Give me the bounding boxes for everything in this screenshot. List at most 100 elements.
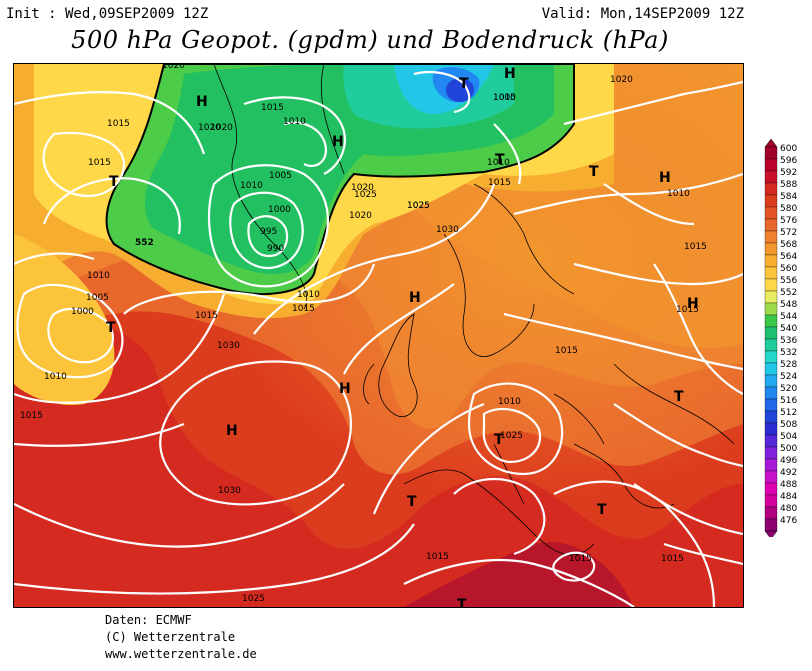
legend-swatch	[764, 386, 778, 400]
isobar-label: 1010	[44, 372, 67, 382]
legend-level-label: 588	[780, 180, 797, 190]
isobar-label: 1005	[86, 293, 109, 303]
legend-level-label: 504	[780, 432, 797, 442]
legend-swatch	[764, 278, 778, 292]
legend-level-label: 492	[780, 468, 797, 478]
legend-swatch	[764, 362, 778, 376]
legend-swatch	[764, 290, 778, 304]
legend-level-label: 600	[780, 144, 797, 154]
legend-level-label: 520	[780, 384, 797, 394]
legend-swatch	[764, 230, 778, 244]
isobar-label: 1015	[555, 346, 578, 356]
high-pressure-center: H	[659, 170, 671, 186]
legend-swatch	[764, 482, 778, 496]
high-pressure-center: H	[504, 66, 516, 82]
legend-swatch	[764, 302, 778, 316]
legend-level-label: 512	[780, 408, 797, 418]
legend-swatch	[764, 158, 778, 172]
legend-level-label: 476	[780, 516, 797, 526]
isobar-label: 1015	[569, 554, 592, 564]
legend-swatch	[764, 434, 778, 448]
isobar-label: 1025	[354, 190, 377, 200]
low-pressure-center: T	[589, 164, 599, 180]
legend-swatch	[764, 410, 778, 424]
legend-level-label: 580	[780, 204, 797, 214]
isobar-label: 1025	[407, 201, 430, 211]
low-pressure-center: T	[457, 597, 467, 607]
isobar-label: 1020	[610, 75, 633, 85]
legend-swatch	[764, 254, 778, 268]
isobar-label: 1015	[195, 311, 218, 321]
legend-level-label: 548	[780, 300, 797, 310]
isobar-label: 1020	[210, 123, 233, 133]
isobar-label: 1000	[268, 205, 291, 215]
low-pressure-center: T	[106, 320, 116, 336]
isobar-label: 1020	[198, 123, 221, 133]
legend-level-label: 528	[780, 360, 797, 370]
legend-level-label: 488	[780, 480, 797, 490]
legend-level-label: 484	[780, 492, 797, 502]
legend-swatch	[764, 218, 778, 232]
legend-swatch	[764, 170, 778, 184]
high-pressure-center: H	[409, 290, 421, 306]
legend-swatch	[764, 374, 778, 388]
legend-level-label: 568	[780, 240, 797, 250]
isobar-label: 1010	[493, 93, 516, 103]
legend-swatch	[764, 242, 778, 256]
legend-level-label: 480	[780, 504, 797, 514]
low-pressure-center: T	[34, 64, 44, 68]
color-legend: 600 596 592 588 584 580 576 572 568 564 560 556 552 5…	[762, 137, 812, 540]
legend-level-label: 508	[780, 420, 797, 430]
isobar-label: 1010	[297, 290, 320, 300]
isobar-label: 1015	[676, 305, 699, 315]
isobar-label: 1015	[107, 119, 130, 129]
legend-level-label: 596	[780, 156, 797, 166]
map-title: 500 hPa Geopot. (gpdm) und Bodendruck (h…	[71, 26, 669, 54]
isobar-label: 1015	[292, 304, 315, 314]
isobar-label: 995	[260, 227, 277, 237]
legend-level-label: 576	[780, 216, 797, 226]
legend-swatch	[764, 422, 778, 436]
high-pressure-center: H	[332, 134, 344, 150]
legend-level-label: 500	[780, 444, 797, 454]
isobar-label: 1010	[487, 158, 510, 168]
legend-swatch	[764, 266, 778, 280]
legend-level-label: 584	[780, 192, 797, 202]
isobar-label: 1020	[349, 211, 372, 221]
legend-level-label: 560	[780, 264, 797, 274]
high-pressure-center: H	[339, 381, 351, 397]
isobar-label: 1010	[498, 397, 521, 407]
legend-swatch	[764, 506, 778, 520]
isobar-label: 1005	[493, 93, 516, 103]
isobar-label: 1020	[351, 183, 374, 193]
isobar-label: 1000	[71, 307, 94, 317]
isobar-label: 1025	[500, 431, 523, 441]
isobar-label: 1015	[661, 554, 684, 564]
copyright-label: (C) Wetterzentrale	[105, 630, 236, 644]
high-pressure-center: H	[226, 423, 238, 439]
isobar-label: 1030	[218, 486, 241, 496]
low-pressure-center: T	[674, 389, 684, 405]
low-pressure-center: T	[494, 432, 504, 448]
coastlines	[213, 64, 735, 556]
isobar-label: 1015	[488, 178, 511, 188]
low-pressure-center: T	[407, 494, 417, 510]
isobar-label: 1015	[426, 552, 449, 562]
legend-swatch	[764, 470, 778, 484]
legend-swatch	[764, 194, 778, 208]
legend-swatch	[764, 518, 778, 532]
legend-swatch	[764, 182, 778, 196]
legend-swatch	[764, 494, 778, 508]
isobar-label: 1025	[407, 201, 430, 211]
data-source-label: Daten: ECMWF	[105, 613, 192, 627]
legend-level-label: 556	[780, 276, 797, 286]
isobar-label: 1010	[87, 271, 110, 281]
legend-level-label: 516	[780, 396, 797, 406]
legend-level-label: 540	[780, 324, 797, 334]
isobar-label: 1015	[261, 103, 284, 113]
legend-level-label: 536	[780, 336, 797, 346]
isobar-label: 1020	[162, 64, 185, 71]
legend-swatch	[764, 398, 778, 412]
isobar-label: 1030	[436, 225, 459, 235]
legend-swatch	[764, 314, 778, 328]
